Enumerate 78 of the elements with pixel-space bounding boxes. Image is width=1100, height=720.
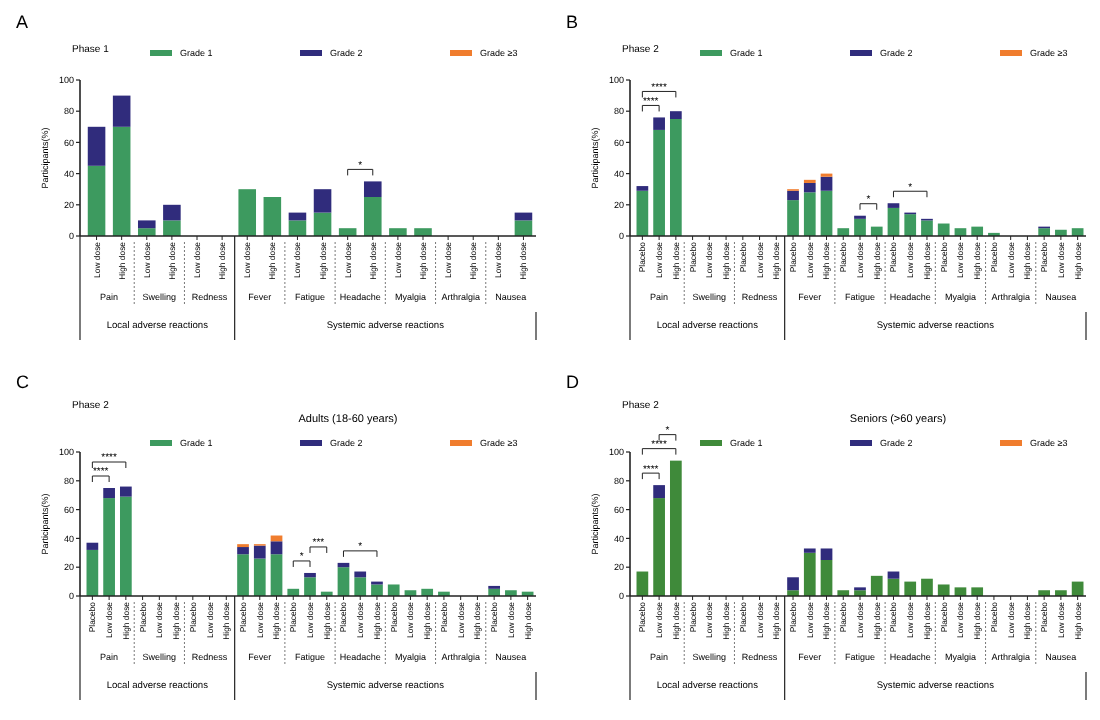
bar <box>237 554 249 596</box>
bar <box>653 117 665 130</box>
bar <box>112 95 131 127</box>
bar <box>1038 590 1051 596</box>
bar <box>363 181 382 197</box>
bar <box>103 488 115 499</box>
bar <box>86 542 99 550</box>
bar <box>887 571 900 579</box>
bar <box>820 548 833 560</box>
text: B <box>566 12 579 32</box>
bar <box>304 572 316 578</box>
bar <box>238 189 257 236</box>
bar <box>971 587 984 596</box>
bar <box>1038 228 1051 236</box>
bar <box>787 200 799 236</box>
bar <box>787 590 799 596</box>
bar <box>354 571 367 578</box>
bar <box>253 545 266 559</box>
bar <box>288 220 307 236</box>
bar <box>87 126 106 166</box>
text: D <box>566 372 580 392</box>
bar <box>820 560 833 596</box>
bar <box>86 549 99 596</box>
bar <box>337 567 350 596</box>
bar <box>653 485 665 499</box>
bar <box>414 228 432 236</box>
bar <box>237 547 249 555</box>
bar <box>270 541 283 555</box>
bar <box>803 192 816 236</box>
bar <box>787 190 799 201</box>
bar <box>1055 590 1067 596</box>
bar <box>119 486 132 497</box>
bar <box>514 220 533 236</box>
bar <box>820 190 833 236</box>
bar <box>253 558 266 596</box>
bar <box>112 126 131 236</box>
bar <box>304 577 316 596</box>
bar <box>870 575 883 596</box>
bar <box>371 584 383 596</box>
bar <box>837 590 850 596</box>
bar <box>387 584 400 596</box>
bar <box>354 577 367 596</box>
bar <box>653 129 665 236</box>
bar <box>854 590 866 596</box>
bar <box>103 498 115 596</box>
bar <box>163 204 181 221</box>
text: A <box>16 12 29 32</box>
bar <box>937 223 950 236</box>
bar <box>313 212 332 236</box>
bar <box>921 220 933 236</box>
bar <box>803 182 816 193</box>
bar <box>904 581 917 596</box>
bar <box>904 214 917 236</box>
bar <box>389 228 407 236</box>
bar <box>363 197 382 236</box>
bar <box>937 584 950 596</box>
bar <box>313 189 332 213</box>
bar <box>636 190 649 236</box>
bar <box>803 552 816 596</box>
bar <box>505 590 517 596</box>
text: C <box>16 372 30 392</box>
bar <box>921 578 933 596</box>
bar <box>820 176 833 191</box>
bar <box>137 228 156 236</box>
bar <box>653 498 665 596</box>
bar <box>669 111 682 119</box>
bar <box>263 197 282 236</box>
bar <box>119 496 132 596</box>
bar <box>887 207 900 236</box>
bar <box>837 228 850 236</box>
bar <box>87 165 106 236</box>
bar <box>669 119 682 236</box>
bar <box>854 218 866 236</box>
bar <box>137 220 156 229</box>
bar <box>163 220 181 236</box>
bar <box>270 554 283 596</box>
bar <box>669 460 682 596</box>
bar <box>787 577 799 591</box>
